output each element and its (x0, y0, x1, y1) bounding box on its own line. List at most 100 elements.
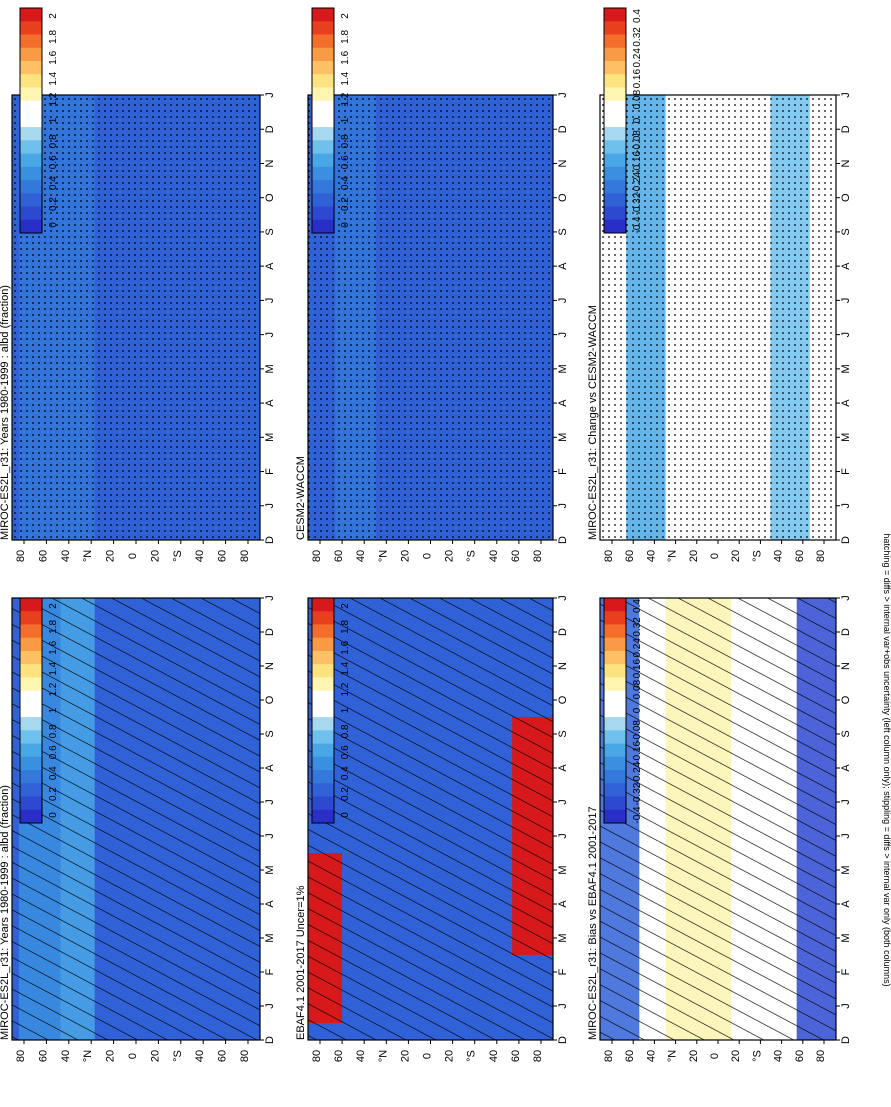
colorbar-label: -0.4 (632, 216, 643, 234)
colorbar-label: -0.16 (632, 740, 643, 763)
colorbar-label: 1.6 (340, 50, 351, 64)
colorbar-swatch (604, 219, 626, 234)
lat-label: 40 (645, 550, 657, 562)
colorbar-label: 0 (48, 222, 59, 228)
colorbar-label: 0.32 (632, 617, 643, 637)
colorbar-label: 2 (48, 603, 59, 609)
colorbar-swatch (604, 127, 626, 141)
colorbar-label: 0.4 (632, 9, 643, 23)
colorbar-swatch (604, 100, 626, 115)
month-label: A (557, 399, 569, 407)
colorbar-swatch (20, 47, 42, 62)
lat-label: 40 (773, 550, 785, 562)
month-label: D (840, 125, 852, 133)
panel-title: EBAF4.1 2001-2017 Uncer=1% (295, 885, 307, 1040)
colorbar: 0.4 0.320.240.160.08 0 -0.08-0.16-0.24-0.32… (603, 597, 643, 824)
month-label: S (557, 730, 569, 737)
colorbar-swatch (312, 153, 334, 168)
month-label: J (264, 332, 276, 338)
colorbar-label: 1.2 (48, 92, 59, 106)
colorbar-label: 0 (48, 812, 59, 818)
colorbar-label: 0.4 (340, 766, 351, 780)
colorbar-label: 0.24 (632, 638, 643, 658)
month-label: O (840, 193, 852, 202)
colorbar-swatch (20, 809, 42, 824)
month-label: J (557, 1003, 569, 1009)
lat-label: 80 (603, 550, 615, 562)
colorbar-swatch (20, 34, 42, 49)
month-label: F (840, 968, 852, 975)
colorbar-swatch (604, 598, 626, 612)
lat-label: 80 (239, 1050, 251, 1062)
month-label: F (557, 968, 569, 975)
colorbar-label: 2 (48, 13, 59, 19)
lat-label: 80 (532, 1050, 544, 1062)
stipple-overlay (12, 95, 260, 540)
month-label: N (840, 159, 852, 167)
colorbar-label: 0 (340, 812, 351, 818)
lat-label: 20 (149, 550, 161, 562)
colorbar-frame (603, 7, 627, 234)
colorbar-label: 0.16 (632, 659, 643, 679)
colorbar-swatch (312, 743, 334, 758)
colorbar-label: 0.6 (48, 155, 59, 169)
colorbar-label: 0.4 (340, 176, 351, 190)
colorbar-swatch (312, 756, 334, 771)
colorbar-label: 0.6 (340, 745, 351, 759)
colorbar-swatch (604, 783, 626, 797)
month-label: M (557, 933, 569, 942)
colorbar-label: 1.2 (340, 682, 351, 696)
lat-label: °S (466, 1050, 478, 1062)
colorbar-swatch (20, 664, 42, 678)
heatmap-panel-4: D J F M A M J J A S O N D J 80 60 40 °N 20 0 20 °S 40 60 80 MIROC… (587, 595, 852, 1062)
lat-label: 20 (105, 1050, 117, 1062)
month-label: M (264, 364, 276, 373)
colorbar-label: 0.24 (632, 48, 643, 68)
month-label: F (264, 968, 276, 975)
colorbar-label: 1.6 (48, 640, 59, 654)
colorbar-swatch (604, 74, 626, 88)
lat-label: 60 (37, 1050, 49, 1062)
month-label: N (557, 662, 569, 670)
colorbar-label: 1 (48, 707, 59, 713)
lat-label: 20 (444, 1050, 456, 1062)
lat-label: 40 (488, 550, 500, 562)
stipple-overlay (600, 95, 836, 540)
colorbar-label: 1.8 (48, 620, 59, 634)
colorbar-label: 0.16 (632, 69, 643, 89)
colorbar-label: 1.2 (340, 92, 351, 106)
month-label: A (840, 262, 852, 270)
lat-label: 20 (730, 550, 742, 562)
month-label: O (557, 193, 569, 202)
month-label: J (840, 503, 852, 509)
month-label: J (264, 833, 276, 839)
lat-label: 20 (730, 1050, 742, 1062)
colorbar-swatch (20, 743, 42, 758)
lat-label: °N (377, 550, 389, 562)
colorbar-swatch (20, 796, 42, 811)
colorbar-label: 1.8 (48, 30, 59, 44)
heatmap-panel-5: D J F M A M J J A S O N D J 80 60 40 °N 20 0 20 °S 40 60 80 MIROC… (587, 7, 852, 562)
colorbar-label: 1.8 (340, 620, 351, 634)
colorbar: 2 1.8 1.6 1.4 1.2 1 0.8 0.6 0.4 0.2 0 (19, 597, 59, 824)
colorbar-label: 0.2 (340, 197, 351, 211)
lat-label: 80 (532, 550, 544, 562)
colorbar-swatch (20, 8, 42, 22)
colorbar-label: 1.6 (340, 640, 351, 654)
colorbar-swatch (312, 219, 334, 234)
month-label: S (264, 228, 276, 235)
colorbar-swatch (312, 113, 334, 128)
colorbar-label: 1.6 (48, 50, 59, 64)
month-label: A (840, 399, 852, 407)
lat-label: 40 (355, 1050, 367, 1062)
colorbar-label: 1 (340, 117, 351, 123)
colorbar-swatch (604, 756, 626, 771)
colorbar-label: 0.6 (48, 745, 59, 759)
month-label: O (557, 695, 569, 704)
lat-label: 20 (105, 550, 117, 562)
month-label: J (557, 503, 569, 509)
colorbar-swatch (312, 166, 334, 181)
month-label: M (557, 865, 569, 874)
lat-label: °S (751, 550, 763, 562)
month-label: J (264, 503, 276, 509)
